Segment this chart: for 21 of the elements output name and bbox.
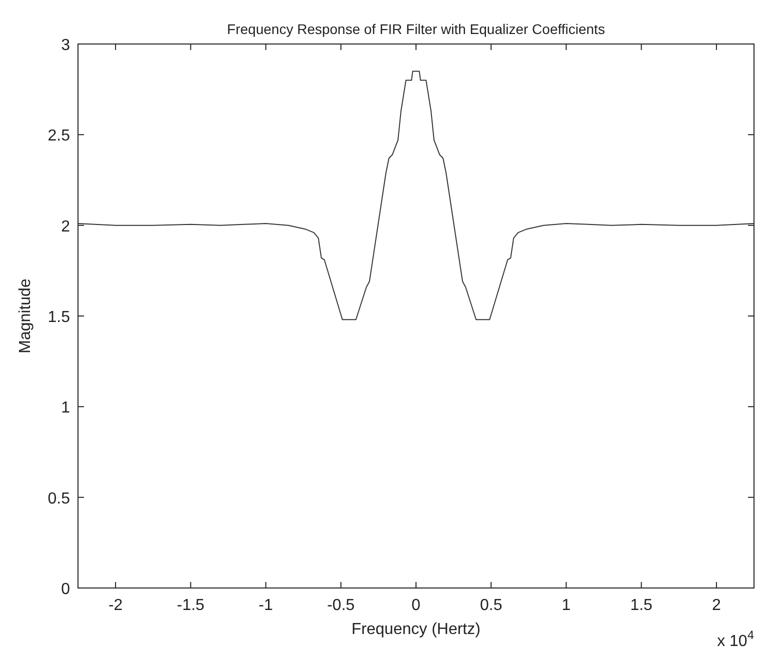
x-axis-title: Frequency (Hertz) <box>352 621 480 638</box>
y-tick-label: 3 <box>61 37 70 54</box>
x-tick-label: 2 <box>712 597 721 614</box>
y-tick-label: 2.5 <box>48 128 70 145</box>
x-tick-label: -1.5 <box>176 597 205 614</box>
y-tick-label: 0 <box>61 581 70 598</box>
y-tick-label: 1.5 <box>48 309 70 326</box>
y-tick-label: 1 <box>61 400 70 417</box>
x-tick-label: 1.5 <box>630 597 653 614</box>
x-tick-label: 0.5 <box>480 597 502 614</box>
x-tick-label: -1 <box>258 597 273 614</box>
y-tick-label: 2 <box>61 218 70 236</box>
y-tick-label: 0.5 <box>48 490 70 508</box>
text: x 10$^{4}$ <box>717 628 754 650</box>
chart-title: Frequency Response of FIR Filter with Equalizer Coefficients <box>227 21 605 37</box>
x-tick-label: 0 <box>412 597 421 614</box>
line-series <box>78 70 754 320</box>
x-tick-label: -2 <box>108 597 123 614</box>
x-tick-label: 1 <box>562 597 571 614</box>
x-tick-label: -0.5 <box>327 597 355 614</box>
y-axis-title: Magnitude <box>17 278 34 354</box>
